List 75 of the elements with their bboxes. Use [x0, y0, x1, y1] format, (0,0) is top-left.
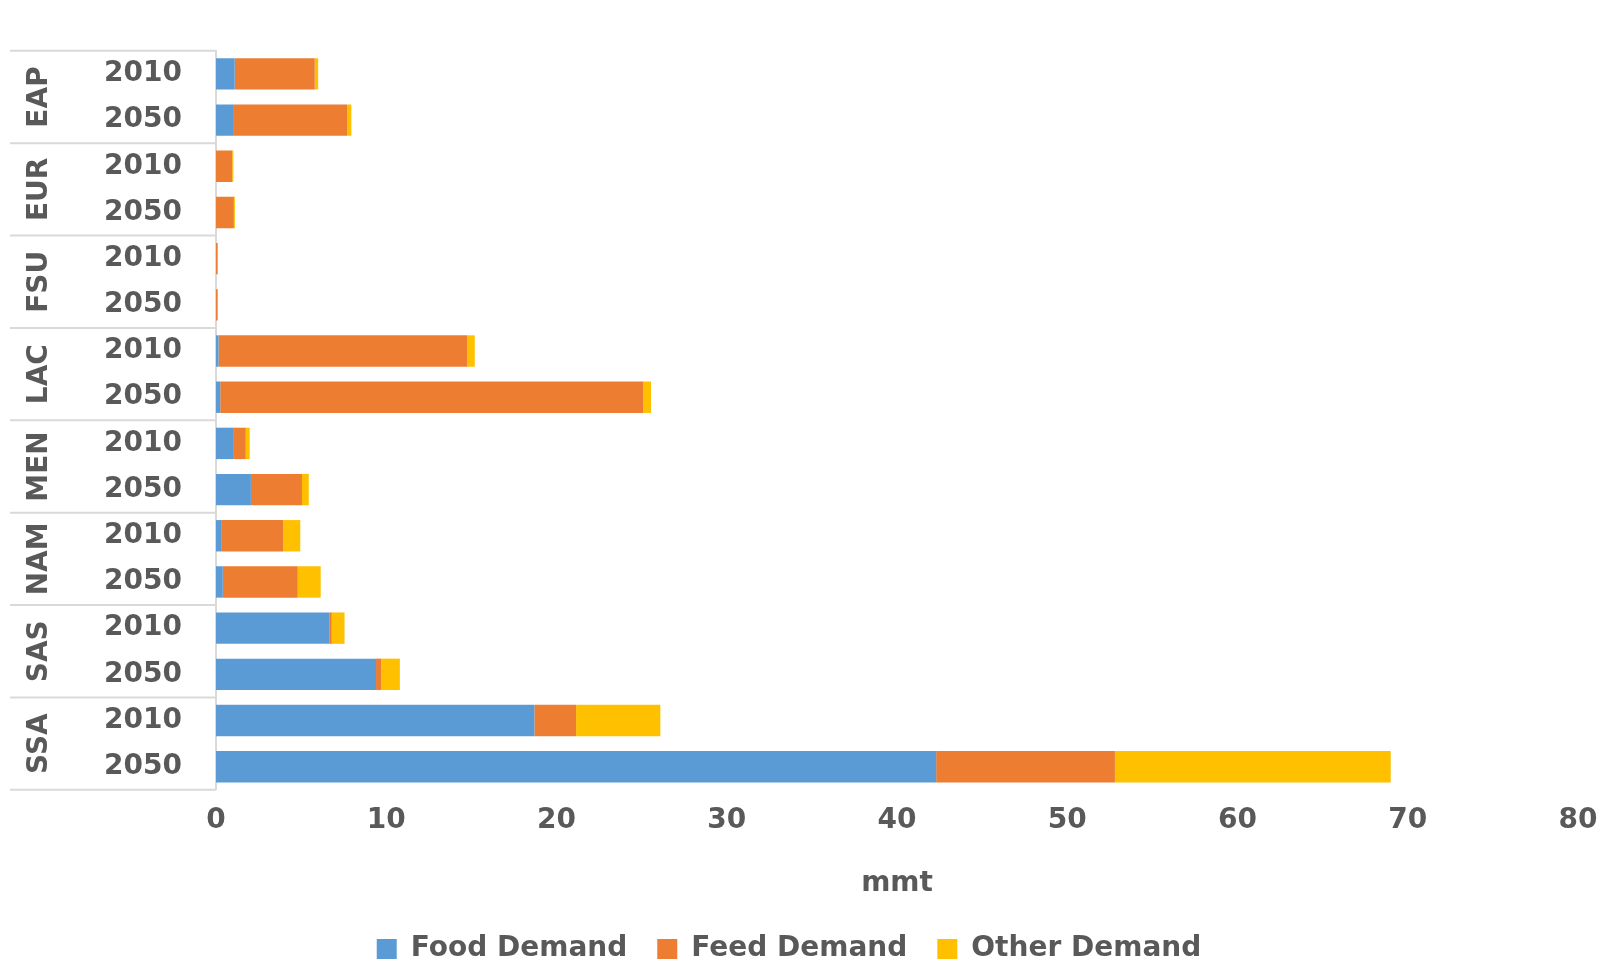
bar [329, 612, 332, 644]
bar [467, 335, 475, 367]
y-tick-label: 2050 [104, 378, 182, 412]
x-tick-label: 60 [1218, 801, 1257, 835]
y-tick-label: 2010 [104, 239, 182, 273]
bar [221, 520, 284, 552]
x-tick-label: 70 [1388, 801, 1428, 835]
bar [643, 381, 651, 413]
y-tick-label: 2050 [104, 655, 182, 689]
text: LAC [21, 344, 55, 405]
text: FSU [21, 250, 55, 313]
x-tick-label: 30 [707, 801, 747, 835]
legend-label: Feed Demand [691, 930, 908, 964]
bar [216, 381, 221, 413]
bar [234, 58, 315, 90]
y-tick-label: 2010 [104, 332, 182, 366]
bar [216, 751, 937, 783]
bar [216, 335, 219, 367]
x-tick-label: 10 [366, 801, 406, 835]
bar [222, 566, 298, 598]
bar [245, 427, 250, 460]
bar [376, 658, 382, 691]
bar [331, 612, 345, 644]
bar [347, 104, 352, 136]
y-tick-label: 2050 [104, 101, 182, 135]
bar [283, 520, 301, 552]
text: MEN [21, 431, 55, 502]
y-tick-label: 2010 [104, 147, 182, 181]
bar [216, 658, 377, 691]
x-tick-label: 20 [537, 801, 576, 835]
bar [534, 704, 577, 737]
bar [233, 104, 348, 136]
bar [216, 196, 234, 229]
y-tick-label: 2050 [104, 470, 182, 504]
y-tick-label: 2010 [104, 517, 182, 551]
bar [216, 104, 234, 136]
bar [297, 566, 321, 598]
text: SAS [21, 620, 55, 683]
bar [220, 381, 644, 413]
bar [216, 58, 235, 90]
bar [216, 473, 251, 506]
x-tick-label: 50 [1047, 801, 1087, 835]
y-tick-label: 2010 [104, 701, 182, 735]
bar [1114, 751, 1391, 783]
y-tick-label: 2010 [104, 55, 182, 89]
text: EUR [21, 157, 55, 222]
bar [216, 520, 222, 552]
y-tick-label: 2050 [104, 193, 182, 227]
y-tick-label: 2010 [104, 609, 182, 643]
bar [216, 612, 330, 644]
text: EAP [21, 66, 55, 128]
bar [381, 658, 400, 691]
y-tick-label: 2050 [104, 286, 182, 320]
y-tick-label: 2050 [104, 563, 182, 597]
legend-label: Food Demand [410, 930, 628, 964]
x-tick-label: 80 [1558, 801, 1598, 835]
bar [233, 427, 246, 460]
x-tick-label: 0 [206, 801, 226, 835]
bar [216, 704, 535, 737]
legend-label: Other Demand [971, 930, 1202, 964]
x-axis-title: mmt [861, 865, 933, 899]
bar [576, 704, 661, 737]
y-tick-label: 2010 [104, 424, 182, 458]
bar [218, 335, 468, 367]
bar [936, 751, 1115, 783]
bar [216, 150, 233, 182]
bar [250, 473, 302, 506]
text: NAM [21, 522, 55, 596]
bar [216, 427, 234, 460]
text: SSA [21, 712, 55, 774]
bar [314, 58, 319, 90]
y-tick-label: 2050 [104, 747, 182, 781]
bar [301, 473, 309, 506]
bar [216, 566, 223, 598]
x-tick-label: 40 [877, 801, 917, 835]
